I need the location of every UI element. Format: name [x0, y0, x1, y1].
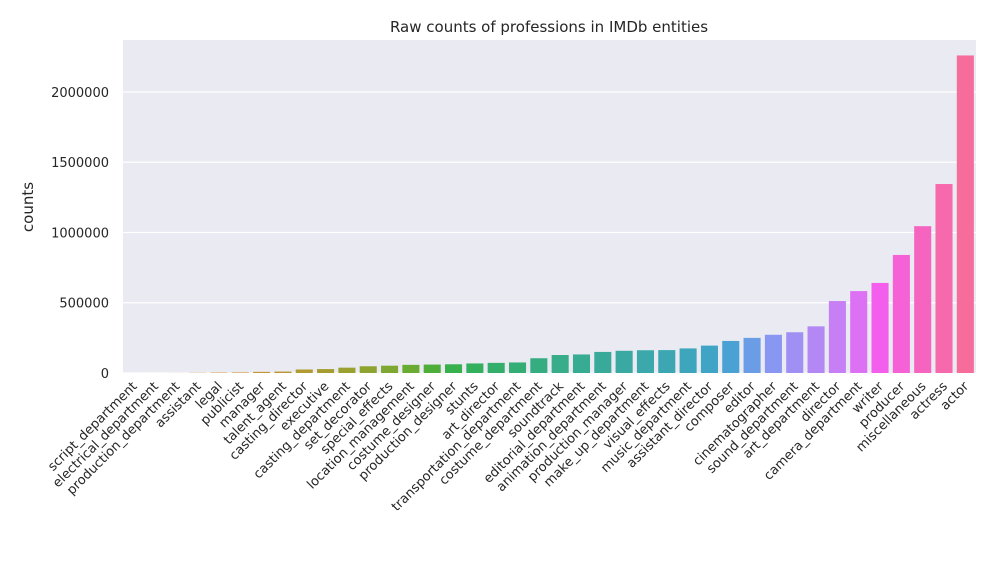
- bar-producer: [892, 254, 910, 373]
- bar-set-decorator: [359, 366, 377, 373]
- plot-background: [123, 40, 976, 373]
- chart-title: Raw counts of professions in IMDb entiti…: [390, 18, 708, 36]
- y-tick-label: 0: [101, 367, 109, 382]
- bar-composer: [722, 340, 740, 373]
- y-axis-title: counts: [19, 182, 37, 232]
- x-tick-labels: script_departmentelectrical_departmentpr…: [45, 379, 972, 515]
- bar-art-department: [807, 326, 825, 373]
- bar-casting-department: [338, 367, 356, 373]
- bar-soundtrack: [551, 355, 569, 373]
- bar-stunts: [466, 363, 484, 373]
- y-tick-labels: 0 500000 1000000 1500000 2000000: [51, 86, 109, 382]
- bar-location-management: [402, 364, 420, 373]
- bar-costume-department: [530, 358, 548, 373]
- bars: [125, 55, 974, 374]
- bar-manager: [253, 371, 271, 373]
- bar-actor: [956, 55, 974, 374]
- bar-director: [828, 301, 846, 373]
- bar-executive: [317, 369, 335, 373]
- bar-assistant-director: [700, 345, 718, 373]
- y-tick-label: 1500000: [51, 156, 109, 171]
- bar-music-department: [679, 348, 697, 373]
- bar-cinematographer: [764, 334, 782, 373]
- bar-publicist: [231, 372, 249, 373]
- bar-production-manager: [615, 350, 633, 373]
- bar-transportation-department: [508, 362, 527, 373]
- y-tick-label: 1000000: [51, 226, 109, 241]
- bar-editorial-department: [572, 354, 591, 373]
- bar-actress: [935, 184, 953, 373]
- bar-talent-agent: [274, 371, 292, 373]
- bar-art-director: [487, 362, 505, 373]
- bar-make-up-department: [636, 350, 654, 373]
- bar-casting-director: [295, 369, 313, 373]
- bar-production-designer: [445, 364, 463, 373]
- bar-costume-designer: [423, 364, 441, 373]
- bar-special-effects: [381, 365, 399, 373]
- y-tick-label: 500000: [59, 297, 109, 312]
- bar-animation-department: [594, 351, 612, 373]
- bar-visual-effects: [658, 350, 676, 373]
- bar-sound-department: [786, 332, 804, 373]
- bar-miscellaneous: [914, 226, 932, 373]
- x-tick-label: electrical_department: [50, 379, 162, 491]
- bar-camera-department: [850, 291, 868, 373]
- bar-writer: [871, 282, 889, 373]
- y-tick-label: 2000000: [51, 86, 109, 101]
- bar-editor: [743, 337, 761, 373]
